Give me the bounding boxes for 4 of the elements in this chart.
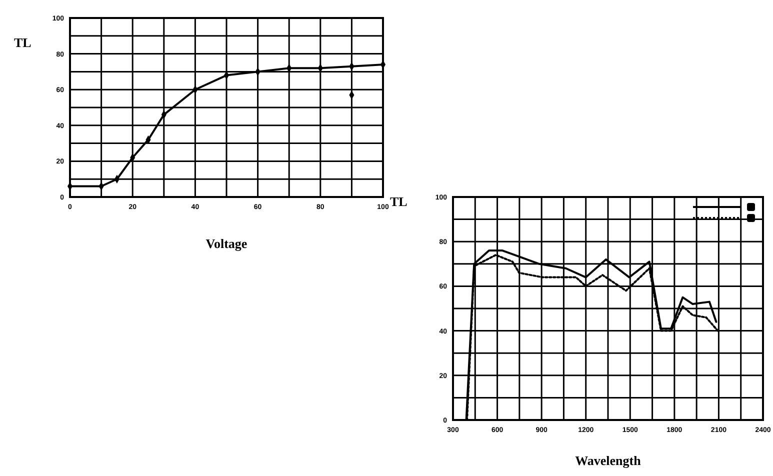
x-axis-title: Wavelength [575, 453, 642, 468]
y-axis-title: TL [390, 194, 408, 209]
x-axis-title: Voltage [206, 236, 248, 251]
y-axis-title: TL [14, 35, 32, 50]
